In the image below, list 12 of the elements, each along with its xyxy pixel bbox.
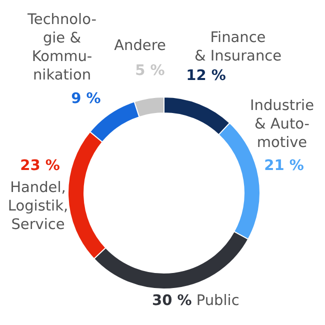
slice-label: Finance & Insurance — [194, 30, 282, 64]
data-label: 9 % — [71, 91, 102, 107]
slice-label: Andere — [114, 38, 166, 54]
slice-label: Handel, Logistik, Service — [8, 180, 68, 233]
data-label: 12 % — [186, 68, 226, 84]
data-label: 23 % — [20, 158, 60, 174]
slice-label: Industrie & Auto- motive — [250, 98, 314, 151]
data-label: 5 % — [135, 63, 166, 79]
slice-label: Technolo- gie & Kommu- nikation — [26, 12, 96, 84]
data-label: 30 % — [152, 293, 192, 309]
slice-label: Public — [192, 293, 240, 309]
data-label: 21 % — [264, 158, 304, 174]
